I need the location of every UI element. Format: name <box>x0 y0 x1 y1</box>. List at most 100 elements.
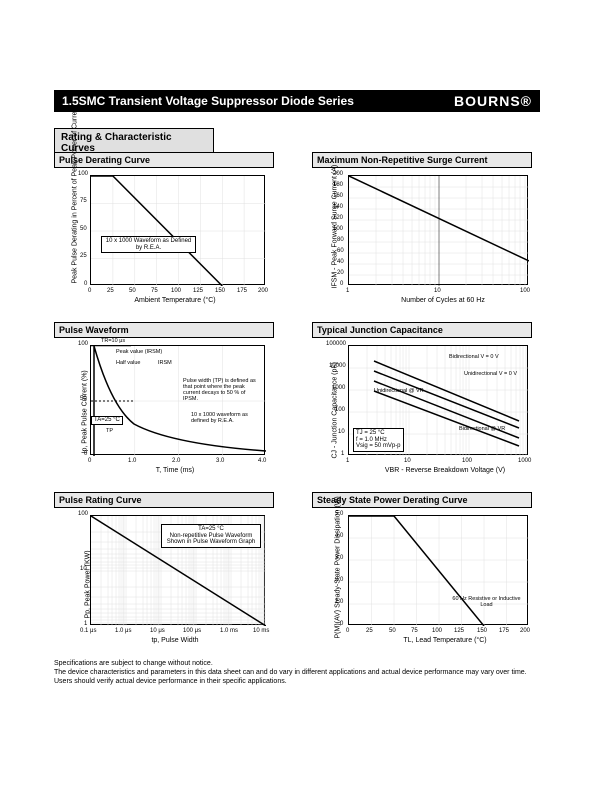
tick: 4.0 <box>258 458 266 464</box>
tick: 200 <box>520 628 530 634</box>
footer-line-3: Users should verify actual device perfor… <box>54 678 287 686</box>
chart-svg-power-derating <box>349 516 529 626</box>
tick: 0 <box>84 451 87 457</box>
series-label-1: Unidirectional V = 0 V <box>464 371 517 377</box>
tick: 40 <box>337 259 344 265</box>
tick: 1.0 <box>128 458 136 464</box>
chart-title-junction-cap: Typical Junction Capacitance <box>312 322 532 338</box>
tick: 100000 <box>326 341 346 347</box>
ylabel-pulse-derating: Peak Pulse Derating in Percent of Peak P… <box>72 174 79 284</box>
tick: 10 <box>404 458 411 464</box>
chart-title-power-derating: Steady State Power Derating Curve <box>312 492 532 508</box>
tick: 1 <box>346 458 349 464</box>
chart-pulse-rating: TA=25 °C Non-repetitive Pulse Waveform S… <box>90 515 265 625</box>
tick: 1 <box>346 288 349 294</box>
annotation-ta: TA=25 °C <box>91 416 123 425</box>
tick: 200 <box>333 171 343 177</box>
tick: 3.0 <box>335 555 343 561</box>
tick: 60 <box>337 248 344 254</box>
xlabel-max-surge: Number of Cycles at 60 Hz <box>388 297 498 304</box>
tick: 20 <box>337 270 344 276</box>
tick: 100 <box>78 341 88 347</box>
ylabel-power-derating: P(M)(AV) Steady-State Power Dissipation … <box>335 499 342 639</box>
tick: 10 <box>434 288 441 294</box>
tick: 75 <box>411 628 418 634</box>
footer-line-1: Specifications are subject to change wit… <box>54 660 213 668</box>
tick: 125 <box>193 288 203 294</box>
xlabel-pulse-waveform: T, Time (ms) <box>140 467 210 474</box>
tick: 175 <box>237 288 247 294</box>
condition-box: TJ = 25 °C f = 1.0 MHz Vsig = 50 mVp-p <box>353 428 404 452</box>
tick: 1.0 μs <box>115 628 131 634</box>
chart-title-pulse-waveform: Pulse Waveform <box>54 322 274 338</box>
tick: 175 <box>499 628 509 634</box>
tick: 120 <box>333 215 343 221</box>
tick: 150 <box>477 628 487 634</box>
chart-max-surge <box>348 175 528 285</box>
annotation-irsm: IRSM <box>158 360 172 366</box>
annotation-pulse-derating: 10 x 1000 Waveform as Defined by R.E.A. <box>101 236 196 253</box>
tick: 100 μs <box>183 628 201 634</box>
xlabel-junction-cap: VBR - Reverse Breakdown Voltage (V) <box>375 467 515 474</box>
tick: 200 <box>258 288 268 294</box>
tick: 4.0 <box>335 533 343 539</box>
ylabel-junction-cap: CJ - Junction Capacitance (pF) <box>332 339 339 459</box>
tick: 2.0 <box>335 577 343 583</box>
tick: 100 <box>78 171 88 177</box>
annotation-tp: TP <box>106 428 113 434</box>
tick: 1000 <box>518 458 531 464</box>
tick: 10 ms <box>253 628 269 634</box>
tick: 1.0 ms <box>220 628 238 634</box>
annotation-pw: Pulse width (TP) is defined as that poin… <box>183 378 261 402</box>
tick: 50 <box>80 226 87 232</box>
tick: 3.0 <box>216 458 224 464</box>
tick: 1000 <box>332 385 345 391</box>
tick: 100 <box>333 226 343 232</box>
tick: 1.0 <box>335 599 343 605</box>
page-title: 1.5SMC Transient Voltage Suppressor Diod… <box>62 94 354 108</box>
tick: 2.0 <box>172 458 180 464</box>
annotation-wf: 10 x 1000 waveform as defined by R.E.A. <box>191 412 266 424</box>
tick: 50 <box>389 628 396 634</box>
tick: 0 <box>340 621 343 627</box>
tick: 0 <box>88 458 91 464</box>
tick: 0 <box>84 281 87 287</box>
tick: 160 <box>333 193 343 199</box>
chart-title-max-surge: Maximum Non-Repetitive Surge Current <box>312 152 532 168</box>
tick: 100 <box>78 511 88 517</box>
header-bar: 1.5SMC Transient Voltage Suppressor Diod… <box>54 90 540 112</box>
tick: 10 μs <box>150 628 165 634</box>
tick: 100 <box>432 628 442 634</box>
tick: 100 <box>171 288 181 294</box>
tick: 10 <box>80 566 87 572</box>
tick: 50 <box>80 396 87 402</box>
tick: 10 <box>338 429 345 435</box>
chart-title-pulse-derating: Pulse Derating Curve <box>54 152 274 168</box>
annotation-tr: TR=10 μs <box>101 338 125 344</box>
tick: 0.1 μs <box>80 628 96 634</box>
chart-svg-max-surge <box>349 176 529 286</box>
tick: 80 <box>337 237 344 243</box>
chart-svg-pulse-derating <box>91 176 266 286</box>
annotation-pulse-rating: TA=25 °C Non-repetitive Pulse Waveform S… <box>161 524 261 548</box>
tick: 1 <box>84 621 87 627</box>
xlabel-pulse-rating: tp, Pulse Width <box>140 637 210 644</box>
tick: 150 <box>215 288 225 294</box>
tick: 100 <box>520 288 530 294</box>
annotation-half: Half value <box>116 360 140 366</box>
series-label-0: Bidirectional V = 0 V <box>449 354 499 360</box>
tick: 5.0 <box>335 511 343 517</box>
annotation-peak: Peak value (IRSM) <box>116 349 162 355</box>
chart-pulse-waveform: TR=10 μs Peak value (IRSM) Half value IR… <box>90 345 265 455</box>
tick: 25 <box>107 288 114 294</box>
series-label-2: Unidirectional @ VR <box>374 388 424 394</box>
series-label-3: Bidirectional @ VR <box>459 426 505 432</box>
annotation-power-derating: 60 Hz Resistive or Inductive Load <box>449 596 524 608</box>
tick: 10000 <box>329 363 346 369</box>
tick: 0 <box>88 288 91 294</box>
tick: 100 <box>462 458 472 464</box>
tick: 100 <box>335 407 345 413</box>
tick: 50 <box>129 288 136 294</box>
footer-line-2: The device characteristics and parameter… <box>54 669 527 677</box>
chart-junction-cap: Bidirectional V = 0 V Unidirectional V =… <box>348 345 528 455</box>
